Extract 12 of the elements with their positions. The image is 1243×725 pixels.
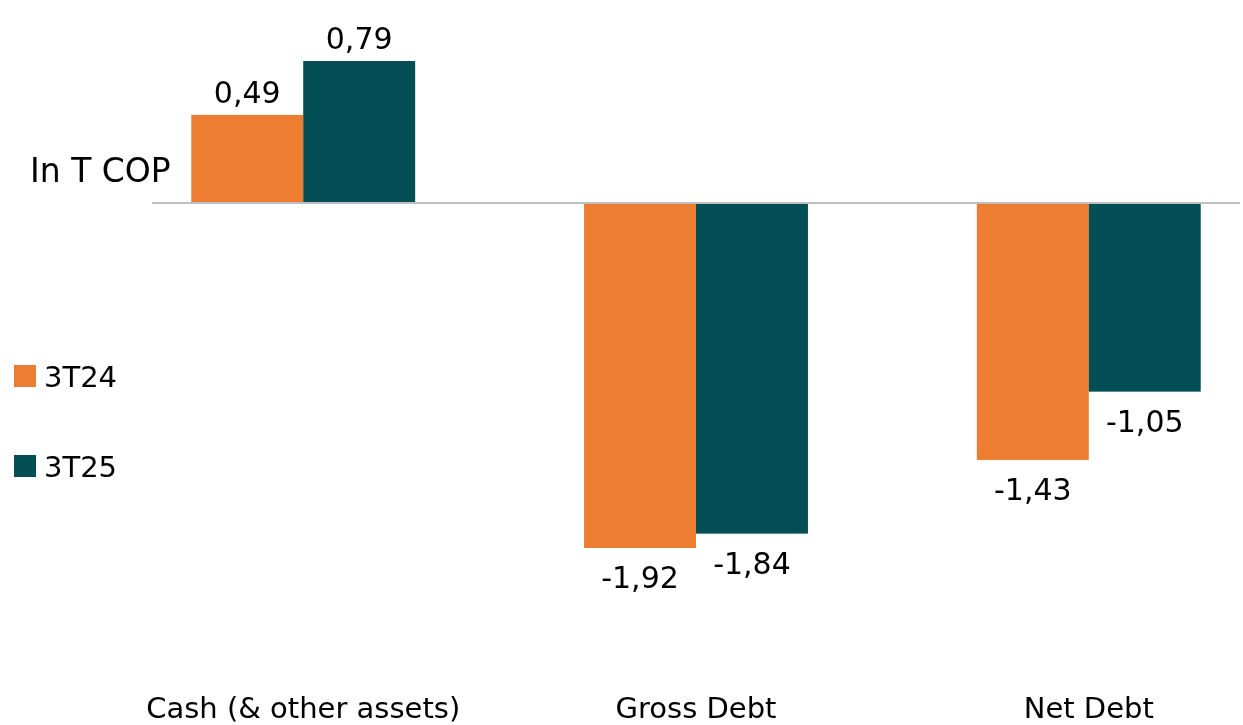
data-label: 0,79	[325, 21, 393, 56]
data-label: -1,05	[1105, 403, 1184, 439]
legend-label: 3T25	[44, 450, 118, 484]
y-axis-title: In T COP	[30, 151, 171, 190]
legend-label: 3T24	[44, 360, 118, 394]
data-label: -1,92	[601, 560, 679, 595]
x-tick-label: Net Debt	[1023, 691, 1154, 725]
data-label: -1,43	[994, 471, 1072, 507]
data-label: 0,49	[213, 74, 281, 110]
x-tick-label: Cash (& other assets)	[146, 691, 461, 725]
data-label: -1,84	[713, 545, 791, 581]
x-tick-label: Gross Debt	[615, 691, 777, 725]
